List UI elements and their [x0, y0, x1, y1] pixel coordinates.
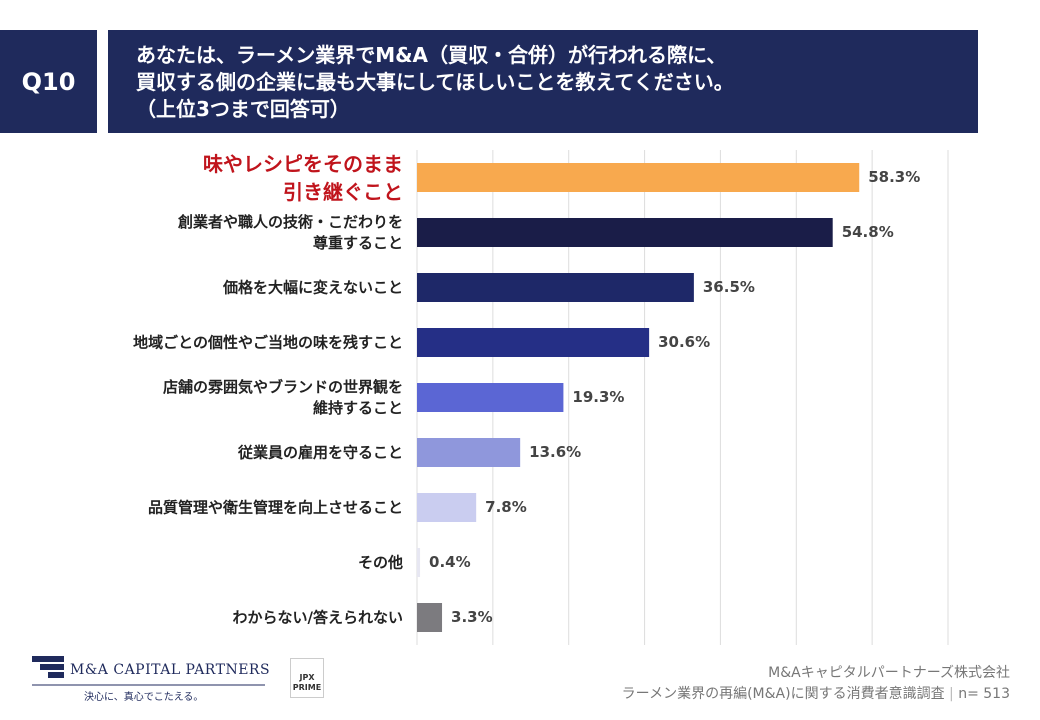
- bar: [417, 273, 694, 302]
- bar: [417, 163, 860, 192]
- survey: ラーメン業界の再編(M&A)に関する消費者意識調査: [621, 686, 945, 702]
- value-label: 54.8%: [842, 223, 894, 241]
- category-label: 味やレシピをそのまま 引き継ぐこと: [203, 151, 403, 204]
- value-label: 58.3%: [868, 168, 920, 186]
- category-label: わからない/答えられない: [232, 608, 403, 626]
- category-label: 地域ごとの個性やご当地の味を残すこと: [133, 333, 403, 351]
- bar: [417, 328, 650, 357]
- bar: [417, 603, 443, 632]
- chart-title: あなたは、ラーメン業界でM&A（買収・合併）が行われる際に、 買収する側の企業に…: [108, 30, 978, 133]
- bar: [417, 218, 833, 247]
- value-label: 13.6%: [529, 443, 581, 461]
- logo-text: M&A CAPITAL PARTNERS: [70, 662, 271, 678]
- bar: [417, 438, 521, 467]
- badge: JPX PRIME: [290, 658, 324, 698]
- value-label: 19.3%: [572, 388, 624, 406]
- category-label: 創業者や職人の技術・こだわりを 尊重すること: [177, 212, 403, 252]
- category-label: 価格を大幅に変えないこと: [222, 278, 403, 296]
- company: M&Aキャピタルパートナーズ株式会社: [768, 665, 1010, 681]
- logo-mark: [40, 664, 64, 670]
- category-label: 品質管理や衛生管理を向上させること: [147, 498, 403, 516]
- value-label: 3.3%: [451, 608, 493, 626]
- slogan: 決心に、真心でこたえる。: [84, 692, 204, 703]
- logo-mark: [32, 656, 64, 662]
- category-label: その他: [357, 553, 403, 571]
- value-label: 30.6%: [658, 333, 710, 351]
- bar: [417, 548, 421, 577]
- sample-size: n= 513: [958, 686, 1010, 702]
- logo-mark: [48, 672, 64, 678]
- category-label: 店舗の雰囲気やブランドの世界観を 維持すること: [162, 377, 403, 417]
- survey-note: ラーメン業界の再編(M&A)に関する消費者意識調査 | n= 513: [622, 683, 1010, 703]
- bar: [417, 383, 564, 412]
- question-number: Q10: [0, 30, 97, 133]
- value-label: 36.5%: [703, 278, 755, 296]
- category-label: 従業員の雇用を守ること: [237, 443, 403, 461]
- value-label: 0.4%: [429, 553, 471, 571]
- value-label: 7.8%: [485, 498, 527, 516]
- bar: [417, 493, 477, 522]
- separator: |: [944, 686, 959, 702]
